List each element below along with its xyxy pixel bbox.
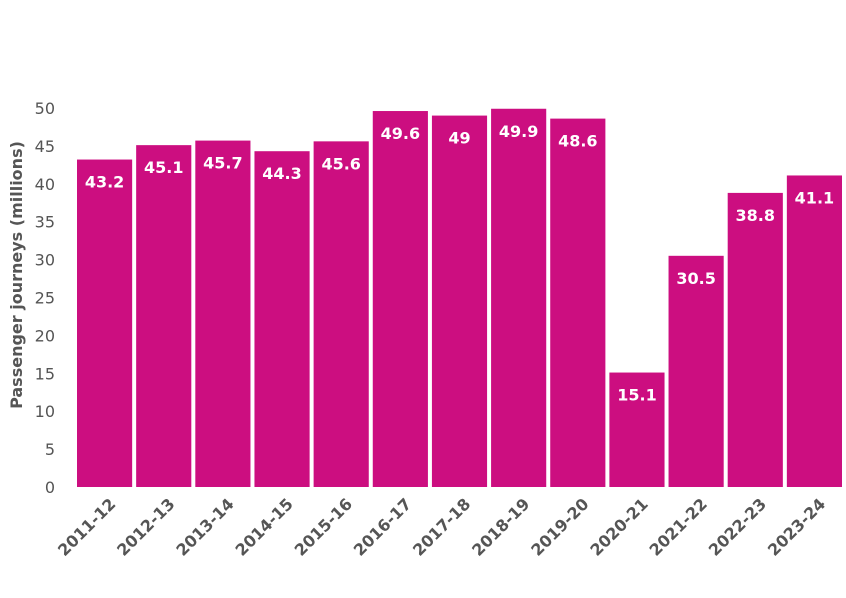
- y-tick-label: 35: [35, 213, 55, 232]
- y-tick-label: 10: [35, 402, 55, 421]
- y-tick-label: 45: [35, 137, 55, 156]
- x-tick-label: 2023-24: [764, 494, 829, 559]
- y-tick-label: 5: [45, 440, 55, 459]
- bar-value-label: 45.1: [144, 158, 183, 177]
- bar-value-label: 49.9: [499, 122, 538, 141]
- bar: [254, 151, 310, 487]
- bar: [431, 115, 488, 487]
- bar-value-label: 41.1: [795, 188, 834, 207]
- bar: [313, 141, 369, 488]
- y-tick-label: 50: [35, 99, 55, 118]
- bar: [136, 145, 192, 487]
- bar-value-label: 15.1: [617, 386, 656, 405]
- x-tick-label: 2019-20: [527, 494, 592, 559]
- bar-value-label: 49: [448, 129, 470, 148]
- y-tick-label: 0: [45, 478, 55, 497]
- bars: [77, 108, 842, 488]
- y-tick-label: 30: [35, 251, 55, 270]
- bar-value-label: 30.5: [676, 269, 715, 288]
- x-tick-label: 2011-12: [54, 494, 119, 559]
- y-tick-label: 40: [35, 175, 55, 194]
- bar-value-label: 49.6: [381, 124, 420, 143]
- y-tick-label: 25: [35, 289, 55, 308]
- bar: [372, 111, 428, 488]
- bar: [727, 192, 783, 487]
- x-tick-label: 2018-19: [468, 494, 533, 559]
- x-tick-label: 2021-22: [646, 494, 711, 559]
- x-tick-label: 2014-15: [232, 494, 297, 559]
- bar-value-label: 45.7: [203, 154, 242, 173]
- x-axis-ticks: 2011-122012-132013-142014-152015-162016-…: [54, 494, 829, 559]
- x-tick-label: 2016-17: [350, 494, 415, 559]
- bar: [550, 118, 606, 487]
- bar-value-label: 43.2: [85, 173, 124, 192]
- bar-value-label: 48.6: [558, 132, 597, 151]
- bar: [195, 140, 251, 487]
- bar: [77, 159, 133, 487]
- y-axis-title: Passenger journeys (millions): [7, 141, 26, 409]
- bar: [491, 108, 547, 488]
- y-axis-ticks: 0 5 10 15 20 25 30 35 40 45 50: [35, 99, 55, 497]
- data-labels: 43.2 45.1 45.7 44.3 45.6 49.6 49 49.9 48.6 15.1 30…: [85, 122, 834, 405]
- bar-value-label: 38.8: [736, 206, 775, 225]
- x-tick-label: 2020-21: [586, 494, 651, 559]
- x-tick-label: 2013-14: [172, 494, 237, 559]
- bar: [609, 372, 665, 487]
- bar: [786, 175, 842, 487]
- x-tick-label: 2015-16: [291, 494, 356, 559]
- bar: [668, 255, 724, 487]
- y-tick-label: 20: [35, 326, 55, 345]
- x-tick-label: 2012-13: [113, 494, 178, 559]
- bar-value-label: 45.6: [321, 154, 360, 173]
- x-tick-label: 2017-18: [409, 494, 474, 559]
- x-tick-label: 2022-23: [705, 494, 770, 559]
- bar-value-label: 44.3: [262, 164, 301, 183]
- y-tick-label: 15: [35, 364, 55, 383]
